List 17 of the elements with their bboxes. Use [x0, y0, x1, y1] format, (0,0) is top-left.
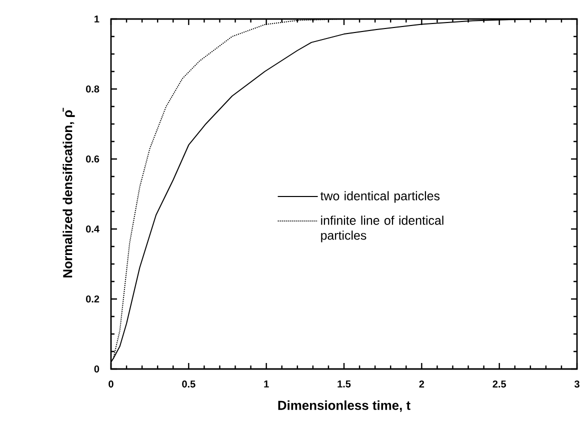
legend-label: two identical particles	[320, 191, 440, 203]
y-tick-label: 0.8	[86, 85, 100, 93]
x-tick-label: 2.5	[492, 380, 506, 388]
x-tick-label: 1	[264, 380, 269, 388]
y-tick-label: 0.4	[86, 225, 100, 233]
x-axis-title: Dimensionless time, t	[278, 400, 410, 412]
x-tick-label: 2	[419, 380, 424, 388]
x-tick-label: 3	[574, 380, 580, 388]
y-tick-label: 0.2	[86, 295, 100, 303]
y-tick-label: 0	[94, 365, 100, 373]
y-axis-title: Normalized densification, ρ̄	[62, 108, 75, 278]
x-tick-label: 0	[108, 380, 114, 388]
x-tick-label: 1.5	[338, 380, 351, 388]
y-tick-label: 0.6	[86, 155, 100, 163]
x-tick-label: 0.5	[182, 380, 196, 388]
legend-label: infinite line of identical particles	[321, 216, 444, 242]
y-tick-label: 1	[94, 16, 100, 22]
